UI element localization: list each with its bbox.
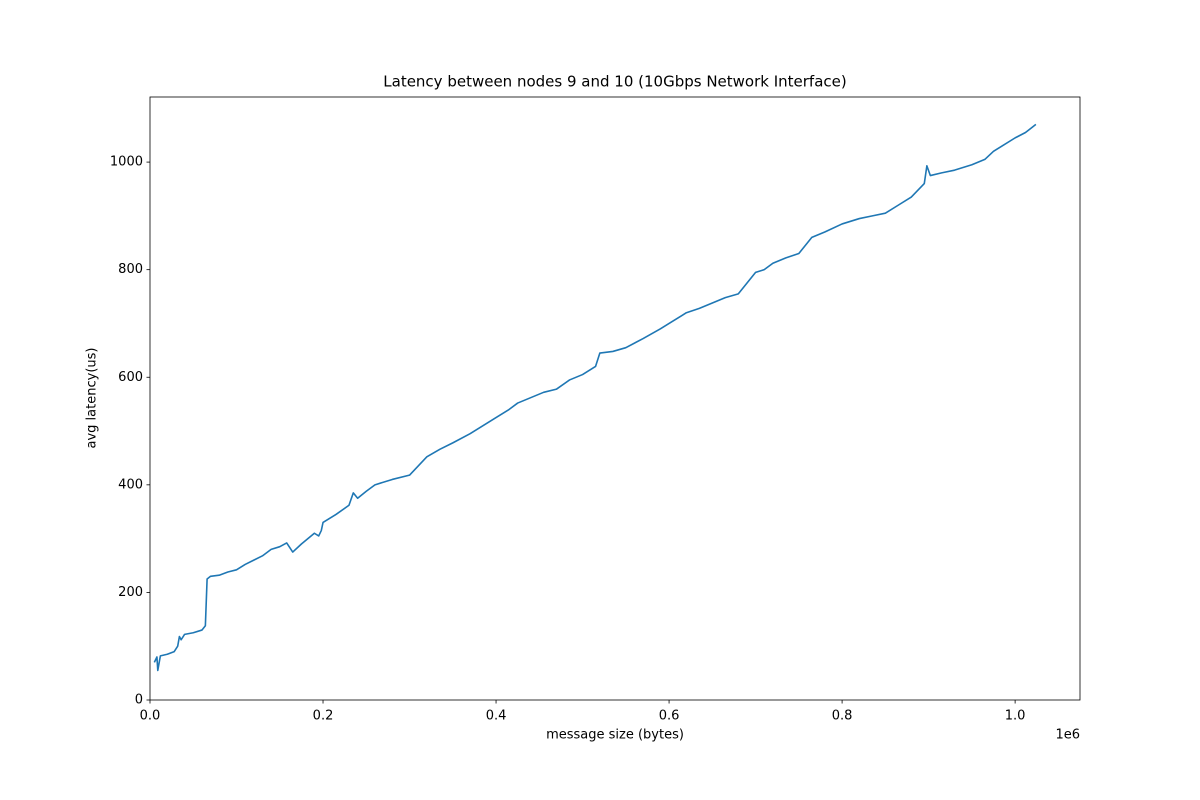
y-tick-label: 800 [118,262,143,277]
x-tick-label: 0.6 [659,709,680,724]
y-axis-label: avg latency(us) [85,348,100,449]
chart-title: Latency between nodes 9 and 10 (10Gbps N… [383,73,846,91]
x-tick-label: 0.8 [832,709,853,724]
y-tick-label: 200 [118,585,143,600]
y-tick-label: 0 [135,693,143,708]
y-tick-label: 400 [118,477,143,492]
x-axis-label: message size (bytes) [546,728,684,743]
x-tick-label: 0.2 [313,709,334,724]
plot-frame [149,96,1081,701]
x-tick-label: 0.4 [486,709,507,724]
data-line [153,123,1037,672]
x-offset-label: 1e6 [1055,728,1080,743]
y-tick-label: 600 [118,370,143,385]
y-tick-label: 1000 [110,155,143,170]
x-tick-label: 0.0 [140,709,161,724]
x-tick-label: 1.0 [1005,709,1026,724]
